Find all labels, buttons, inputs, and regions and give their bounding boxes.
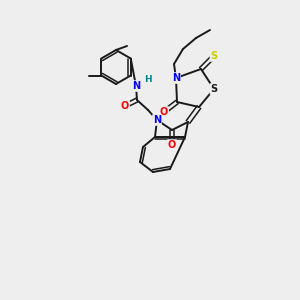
Text: N: N [172, 73, 180, 83]
Text: N: N [153, 115, 161, 125]
Text: S: S [210, 51, 218, 61]
Text: O: O [121, 101, 129, 111]
Text: H: H [144, 76, 152, 85]
Text: N: N [132, 81, 140, 91]
Text: O: O [160, 107, 168, 117]
Text: S: S [210, 84, 218, 94]
Text: O: O [168, 140, 176, 150]
